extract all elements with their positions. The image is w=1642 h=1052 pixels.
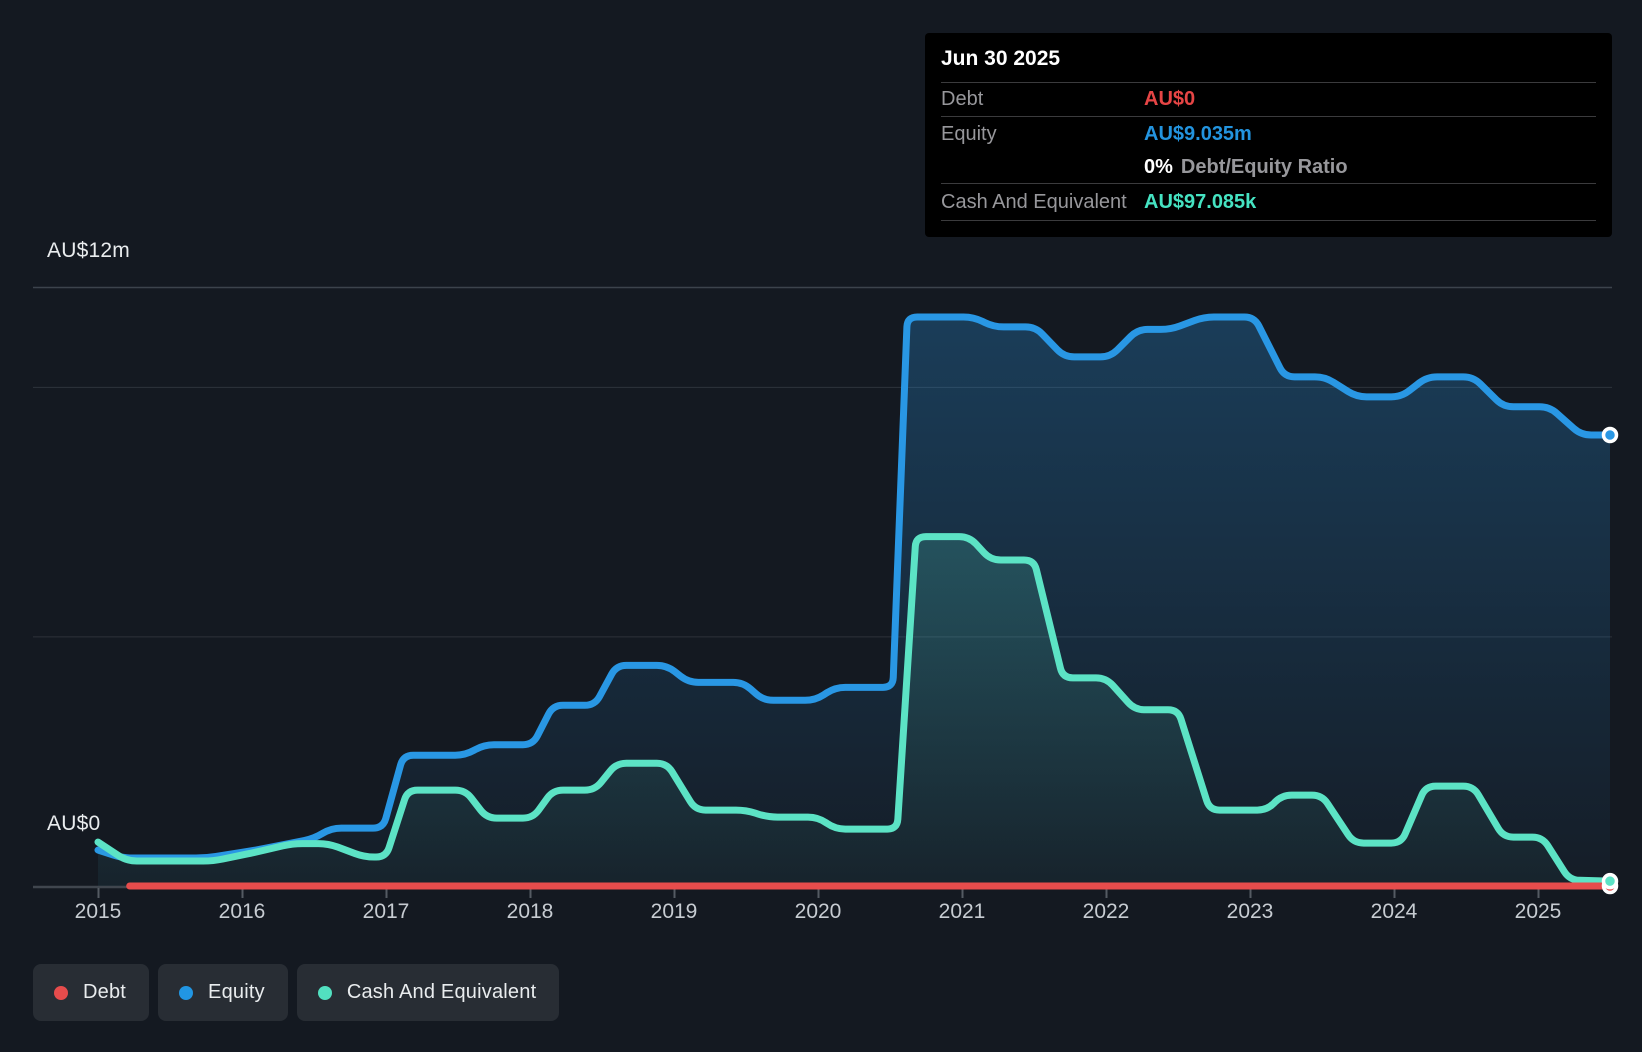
y-axis-zero-label: AU$0 bbox=[47, 812, 100, 836]
tooltip-equity-label: Equity bbox=[941, 123, 1144, 146]
x-axis-label-2023: 2023 bbox=[1227, 900, 1274, 923]
tooltip-ratio: 0% Debt/Equity Ratio bbox=[1144, 156, 1348, 179]
legend-chip-cash[interactable]: Cash And Equivalent bbox=[297, 964, 559, 1021]
x-axis-label-2018: 2018 bbox=[507, 900, 554, 923]
x-axis-label-2017: 2017 bbox=[363, 900, 410, 923]
y-axis-max-label: AU$12m bbox=[47, 239, 130, 263]
chart-tooltip: Jun 30 2025 Debt AU$0 Equity AU$9.035m 0… bbox=[925, 33, 1612, 237]
tooltip-debt-value: AU$0 bbox=[1144, 88, 1195, 111]
legend-chip-equity[interactable]: Equity bbox=[158, 964, 288, 1021]
tooltip-equity-value: AU$9.035m bbox=[1144, 123, 1252, 146]
x-axis-label-2022: 2022 bbox=[1083, 900, 1130, 923]
tooltip-cash-label: Cash And Equivalent bbox=[941, 191, 1144, 214]
series-equity bbox=[98, 317, 1610, 886]
chart-legend: Debt Equity Cash And Equivalent bbox=[33, 964, 559, 1021]
tooltip-row-ratio: 0% Debt/Equity Ratio bbox=[941, 151, 1596, 184]
tooltip-row-equity: Equity AU$9.035m bbox=[941, 117, 1596, 151]
debt-equity-history-chart: 2015 2016 2017 2018 2019 2020 2021 2022 2023 2024… bbox=[0, 0, 1642, 1052]
end-marker-cash-and-equivalent[interactable] bbox=[1604, 875, 1617, 888]
legend-cash-label: Cash And Equivalent bbox=[347, 981, 536, 1004]
x-axis-label-2024: 2024 bbox=[1371, 900, 1418, 923]
x-axis: 2015 2016 2017 2018 2019 2020 2021 2022 2023 2024… bbox=[75, 888, 1562, 923]
end-marker-equity[interactable] bbox=[1604, 429, 1617, 442]
legend-debt-label: Debt bbox=[83, 981, 126, 1004]
tooltip-ratio-label: Debt/Equity Ratio bbox=[1181, 156, 1348, 178]
tooltip-cash-value: AU$97.085k bbox=[1144, 191, 1256, 214]
tooltip-debt-label: Debt bbox=[941, 88, 1144, 111]
debt-series-dot-icon bbox=[54, 986, 68, 1000]
legend-equity-label: Equity bbox=[208, 981, 265, 1004]
legend-chip-debt[interactable]: Debt bbox=[33, 964, 149, 1021]
x-axis-label-2015: 2015 bbox=[75, 900, 122, 923]
equity-series-dot-icon bbox=[179, 986, 193, 1000]
x-axis-label-2016: 2016 bbox=[219, 900, 266, 923]
cash-series-dot-icon bbox=[318, 986, 332, 1000]
x-axis-label-2021: 2021 bbox=[939, 900, 986, 923]
x-axis-label-2025: 2025 bbox=[1515, 900, 1562, 923]
x-axis-label-2020: 2020 bbox=[795, 900, 842, 923]
tooltip-row-cash: Cash And Equivalent AU$97.085k bbox=[941, 184, 1596, 221]
tooltip-row-debt: Debt AU$0 bbox=[941, 83, 1596, 117]
area-fill bbox=[98, 317, 1610, 886]
x-axis-label-2019: 2019 bbox=[651, 900, 698, 923]
tooltip-ratio-value: 0% bbox=[1144, 156, 1173, 178]
tooltip-date: Jun 30 2025 bbox=[941, 33, 1596, 83]
